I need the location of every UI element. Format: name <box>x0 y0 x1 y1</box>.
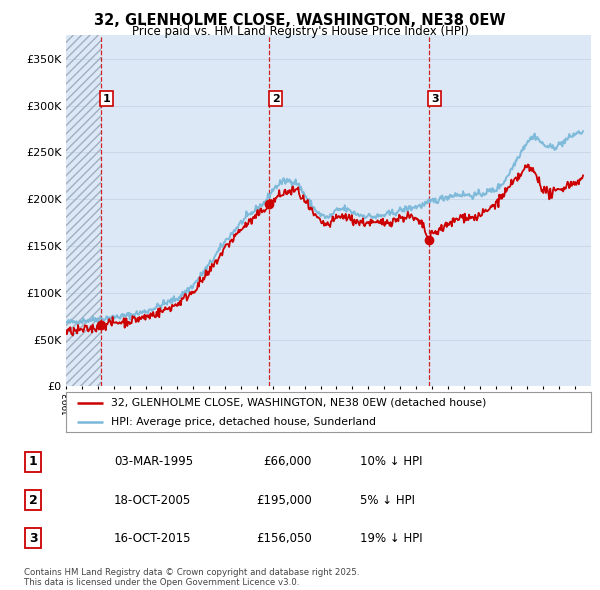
Text: 1: 1 <box>103 94 110 104</box>
Text: £195,000: £195,000 <box>256 493 312 507</box>
Text: £156,050: £156,050 <box>256 532 312 545</box>
Text: 2: 2 <box>29 493 37 507</box>
Text: 3: 3 <box>431 94 439 104</box>
Text: £66,000: £66,000 <box>263 455 312 468</box>
Text: 18-OCT-2005: 18-OCT-2005 <box>114 493 191 507</box>
Text: Contains HM Land Registry data © Crown copyright and database right 2025.
This d: Contains HM Land Registry data © Crown c… <box>24 568 359 587</box>
Text: 10% ↓ HPI: 10% ↓ HPI <box>360 455 422 468</box>
Text: 3: 3 <box>29 532 37 545</box>
Text: 5% ↓ HPI: 5% ↓ HPI <box>360 493 415 507</box>
Text: 32, GLENHOLME CLOSE, WASHINGTON, NE38 0EW (detached house): 32, GLENHOLME CLOSE, WASHINGTON, NE38 0E… <box>110 398 486 408</box>
Bar <box>66 35 101 386</box>
Text: Price paid vs. HM Land Registry's House Price Index (HPI): Price paid vs. HM Land Registry's House … <box>131 25 469 38</box>
Text: 1: 1 <box>29 455 37 468</box>
Text: 19% ↓ HPI: 19% ↓ HPI <box>360 532 422 545</box>
Text: HPI: Average price, detached house, Sunderland: HPI: Average price, detached house, Sund… <box>110 417 376 427</box>
Text: 32, GLENHOLME CLOSE, WASHINGTON, NE38 0EW: 32, GLENHOLME CLOSE, WASHINGTON, NE38 0E… <box>94 13 506 28</box>
Text: 03-MAR-1995: 03-MAR-1995 <box>114 455 193 468</box>
Text: 2: 2 <box>272 94 280 104</box>
Text: 16-OCT-2015: 16-OCT-2015 <box>114 532 191 545</box>
